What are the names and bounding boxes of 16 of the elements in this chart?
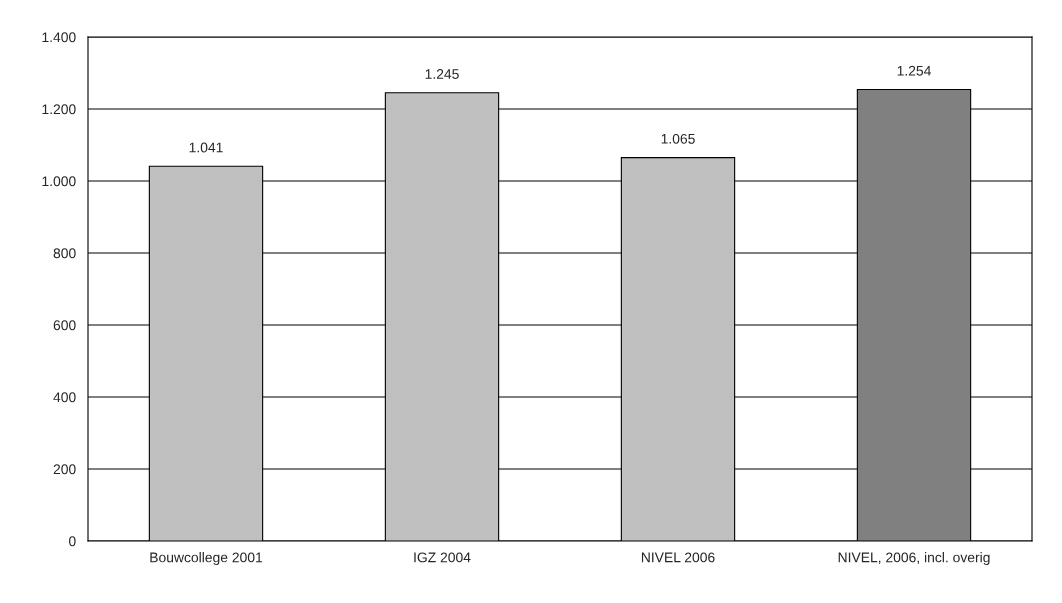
data-label: 1.041	[189, 142, 223, 153]
y-tick-label: 600	[53, 320, 76, 331]
x-tick-label: Bouwcollege 2001	[150, 552, 263, 566]
y-tick-label: 0	[69, 536, 76, 547]
y-tick-label: 800	[53, 248, 76, 259]
x-tick-label: NIVEL 2006	[641, 552, 715, 563]
y-tick-label: 400	[53, 392, 76, 403]
data-label: 1.065	[661, 133, 695, 144]
y-tick-label: 1.000	[42, 176, 76, 187]
x-tick-label: NIVEL, 2006, incl. overig	[838, 552, 990, 566]
y-tick-label: 200	[53, 464, 76, 475]
data-label: 1.254	[897, 65, 931, 76]
x-tick-label: IGZ 2004	[414, 552, 471, 563]
y-tick-label: 1.200	[42, 104, 76, 115]
data-label: 1.245	[425, 69, 459, 79]
y-tick-label: 1.400	[42, 32, 76, 43]
